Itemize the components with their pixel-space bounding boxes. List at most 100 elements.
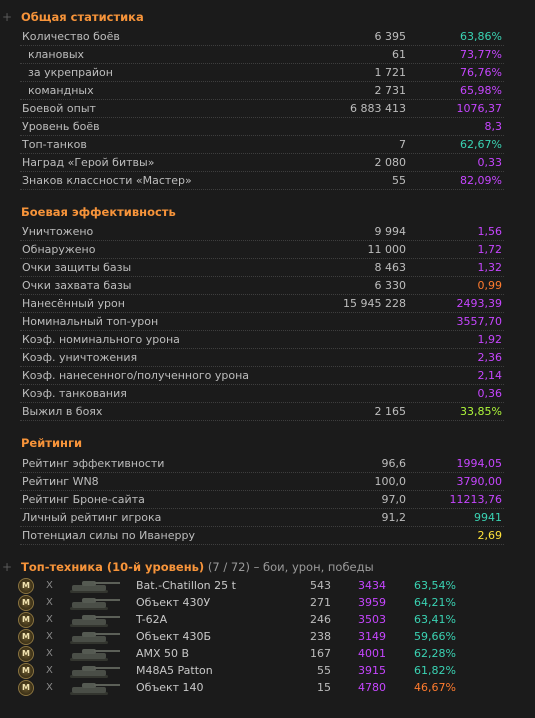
tank-damage: 4001 [358, 647, 386, 660]
tank-winrate: 63,54% [414, 579, 456, 592]
stat-value: 11 000 [367, 243, 407, 256]
tank-icon [60, 579, 130, 593]
stat-row: Нанесённый урон 15 945 228 2493,39 [20, 295, 504, 313]
stat-row: Уничтожено 9 994 1,56 [20, 223, 504, 241]
tank-name: Объект 430Б [136, 630, 212, 643]
stat-percent: 0,36 [477, 387, 503, 400]
stat-percent: 1076,37 [456, 102, 503, 115]
stat-value: 2 080 [374, 156, 407, 169]
stat-value: 1 721 [374, 66, 407, 79]
stat-percent: 3557,70 [456, 315, 503, 328]
tank-row[interactable]: M X T-62A 246 3503 63,41% [18, 611, 504, 628]
stat-row: Рейтинг Броне-сайта 97,0 11213,76 [20, 491, 504, 509]
stat-row: Обнаружено 11 000 1,72 [20, 241, 504, 259]
tier-x-label: X [46, 682, 53, 693]
tank-battles: 167 [310, 647, 331, 660]
stat-row: Боевой опыт 6 883 413 1076,37 [20, 100, 504, 118]
stat-row: Очки захвата базы 6 330 0,99 [20, 277, 504, 295]
tank-row[interactable]: M X Объект 430Б 238 3149 59,66% [18, 628, 504, 645]
expand-plus-icon[interactable]: + [2, 560, 13, 574]
stat-percent: 2,69 [477, 529, 503, 542]
tank-icon [60, 630, 130, 644]
stat-percent: 1,92 [477, 333, 503, 346]
top-tech-heading: Топ-техника (10-й уровень) [21, 560, 205, 574]
stat-row: Выжил в боях 2 165 33,85% [20, 403, 504, 421]
stat-row: командных 2 731 65,98% [20, 82, 504, 100]
tank-name: Объект 140 [136, 681, 204, 694]
stat-row: Количество боёв 6 395 63,86% [20, 28, 504, 46]
stat-label: Очки защиты базы [22, 261, 132, 274]
mastery-medal-icon: M [18, 628, 34, 645]
stat-row: Коэф. номинального урона 1,92 [20, 331, 504, 349]
stat-row: Топ-танков 7 62,67% [20, 136, 504, 154]
stat-percent: 2,14 [477, 369, 503, 382]
stat-row: Наград «Герой битвы» 2 080 0,33 [20, 154, 504, 172]
tank-name: T-62A [136, 613, 168, 626]
stat-value: 61 [392, 48, 406, 61]
tank-row[interactable]: M X Объект 430У 271 3959 64,21% [18, 594, 504, 611]
stat-value: 7 [399, 138, 406, 151]
stat-value [286, 367, 412, 384]
stat-percent: 73,77% [460, 48, 502, 61]
stat-label: Коэф. номинального урона [22, 333, 180, 346]
tank-battles: 55 [317, 664, 331, 677]
tank-name: Bat.-Chatillon 25 t [136, 579, 236, 592]
tank-battles: 543 [310, 579, 331, 592]
tank-damage: 3915 [358, 664, 386, 677]
stat-value: 8 463 [374, 261, 407, 274]
tier-x-label: X [46, 614, 53, 625]
tank-name: M48A5 Patton [136, 664, 213, 677]
top-tech-subtitle: – бои, урон, победы [253, 560, 374, 574]
stat-row: за укрепрайон 1 721 76,76% [20, 64, 504, 82]
stat-percent: 63,86% [460, 30, 502, 43]
stat-value: 2 731 [374, 84, 407, 97]
tank-icon [60, 596, 130, 610]
battle-efficiency-title: Боевая эффективность [21, 205, 176, 219]
battle-efficiency-table: Уничтожено 9 994 1,56 Обнаружено 11 000 1,72 О… [20, 223, 504, 421]
stat-label: Наград «Герой битвы» [22, 156, 155, 169]
mastery-medal-icon: M [18, 577, 34, 594]
tank-name: Объект 430У [136, 596, 211, 609]
top-tech-title: Топ-техника (10-й уровень) (7 / 72) – бо… [21, 560, 374, 574]
stat-label: Выжил в боях [22, 405, 103, 418]
tank-row[interactable]: M X AMX 50 B 167 4001 62,28% [18, 645, 504, 662]
top-tech-list: M X Bat.-Chatillon 25 t 543 3434 63,54% M X Объе… [18, 577, 504, 696]
top-tech-count: (7 / 72) [207, 560, 250, 574]
tank-winrate: 64,21% [414, 596, 456, 609]
stat-label: Количество боёв [22, 30, 120, 43]
stat-label: Знаков классности «Мастер» [22, 174, 192, 187]
expand-plus-icon[interactable]: + [2, 10, 13, 24]
stat-row: Уровень боёв 8,3 [20, 118, 504, 136]
stat-row: Коэф. нанесенного/полученного урона 2,14 [20, 367, 504, 385]
stat-label: Нанесённый урон [22, 297, 125, 310]
stat-percent: 33,85% [460, 405, 502, 418]
stat-row: Рейтинг WN8 100,0 3790,00 [20, 473, 504, 491]
stat-row: Личный рейтинг игрока 91,2 9941 [20, 509, 504, 527]
stat-percent: 1,72 [477, 243, 503, 256]
stat-percent: 3790,00 [456, 475, 503, 488]
stat-value: 97,0 [381, 493, 407, 506]
stat-percent: 65,98% [460, 84, 502, 97]
stat-percent: 11213,76 [449, 493, 503, 506]
stat-value: 9 994 [374, 225, 407, 238]
tank-battles: 246 [310, 613, 331, 626]
stat-row: клановых 61 73,77% [20, 46, 504, 64]
ratings-table: Рейтинг эффективности 96,6 1994,05 Рейтинг … [20, 455, 504, 545]
tank-winrate: 63,41% [414, 613, 456, 626]
tank-winrate: 46,67% [414, 681, 456, 694]
stat-value: 91,2 [381, 511, 407, 524]
tank-row[interactable]: M X Объект 140 15 4780 46,67% [18, 679, 504, 696]
tank-damage: 3503 [358, 613, 386, 626]
stat-label: Рейтинг Броне-сайта [22, 493, 145, 506]
stat-percent: 9941 [474, 511, 502, 524]
ratings-title: Рейтинги [21, 436, 83, 450]
stat-percent: 8,3 [484, 120, 503, 133]
stat-row: Коэф. уничтожения 2,36 [20, 349, 504, 367]
tank-battles: 238 [310, 630, 331, 643]
stat-value: 15 945 228 [343, 297, 406, 310]
tank-row[interactable]: M X M48A5 Patton 55 3915 61,82% [18, 662, 504, 679]
stat-value [286, 527, 412, 544]
stat-value: 6 330 [374, 279, 407, 292]
stat-label: Коэф. уничтожения [22, 351, 138, 364]
tank-row[interactable]: M X Bat.-Chatillon 25 t 543 3434 63,54% [18, 577, 504, 594]
